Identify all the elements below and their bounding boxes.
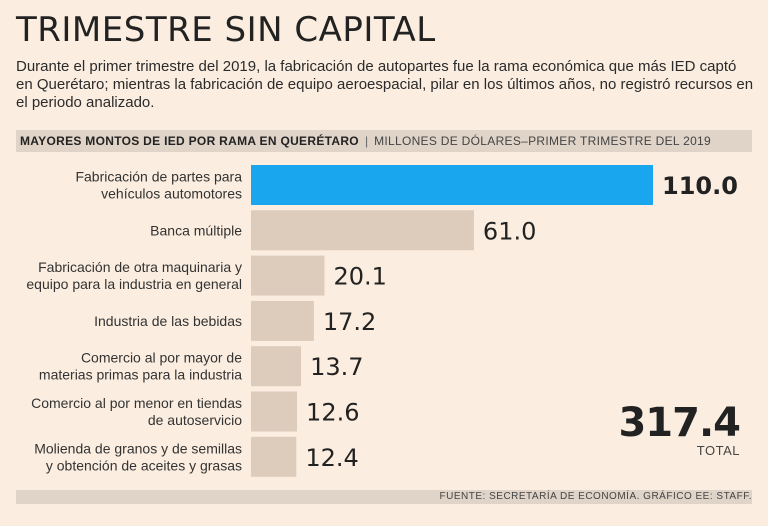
bar-6 <box>251 436 297 477</box>
header-separator: | <box>364 134 369 148</box>
category-label-4: Comercio al por mayor de materias primas … <box>39 350 242 383</box>
category-label-1: Banca múltiple <box>150 222 242 238</box>
category-label-line: de autoservicio <box>148 412 242 428</box>
category-label-line: Fabricación de otra maquinaria y <box>38 259 242 275</box>
total-label: TOTAL <box>696 443 740 458</box>
category-label-3: Industria de las bebidas <box>94 313 242 329</box>
chart-units: MILLONES DE DÓLARES–PRIMER TRIMESTRE DEL… <box>374 134 711 148</box>
category-label-line: equipo para la industria en general <box>26 276 242 292</box>
category-label-line: Molienda de granos y de semillas <box>34 440 242 456</box>
category-label-2: Fabricación de otra maquinaria y equipo p… <box>26 259 242 292</box>
bar-1 <box>251 210 474 251</box>
bar-4 <box>251 346 302 387</box>
category-label-6: Molienda de granos y de semillas y obtenc… <box>34 440 242 473</box>
bar-value-label-6: 12.4 <box>305 444 358 472</box>
footer-bar <box>16 490 752 504</box>
category-label-line: Industria de las bebidas <box>94 313 242 329</box>
category-label-line: Banca múltiple <box>150 222 242 238</box>
bar-value-label-4: 13.7 <box>310 353 363 381</box>
category-label-line: vehículos automotores <box>101 186 242 202</box>
category-label-line: materias primas para la industria <box>39 367 242 383</box>
category-label-line: Comercio al por menor en tiendas <box>31 395 242 411</box>
chart-header: MAYORES MONTOS DE IED POR RAMA EN QUERÉT… <box>16 130 752 152</box>
bar-3 <box>251 300 314 341</box>
source-credit: FUENTE: SECRETARÍA DE ECONOMÍA. GRÁFICO … <box>439 491 752 502</box>
bar-value-label-0: 110.0 <box>662 172 738 200</box>
subtitle: Durante el primer trimestre del 2019, la… <box>16 58 754 111</box>
category-label-line: Fabricación de partes para <box>75 169 242 185</box>
chart-title: MAYORES MONTOS DE IED POR RAMA EN QUERÉT… <box>20 134 359 148</box>
bar-5 <box>251 391 298 432</box>
category-label-line: y obtención de aceites y grasas <box>46 457 242 473</box>
category-label-0: Fabricación de partes para vehículos auto… <box>75 169 242 202</box>
bar-chart: 110.0 Fabricación de partes para vehículos… <box>26 165 738 477</box>
bar-value-label-3: 17.2 <box>323 308 376 336</box>
bar-0 <box>251 165 653 205</box>
category-label-line: Comercio al por mayor de <box>81 350 242 366</box>
page-title: TRIMESTRE SIN CAPITAL <box>16 10 436 50</box>
bar-value-label-2: 20.1 <box>333 263 386 291</box>
total-value: 317.4 <box>618 400 741 446</box>
category-label-5: Comercio al por menor en tiendas de autos… <box>31 395 242 428</box>
bar-value-label-1: 61.0 <box>483 217 536 245</box>
bar-2 <box>251 255 325 296</box>
bar-value-label-5: 12.6 <box>306 399 359 427</box>
